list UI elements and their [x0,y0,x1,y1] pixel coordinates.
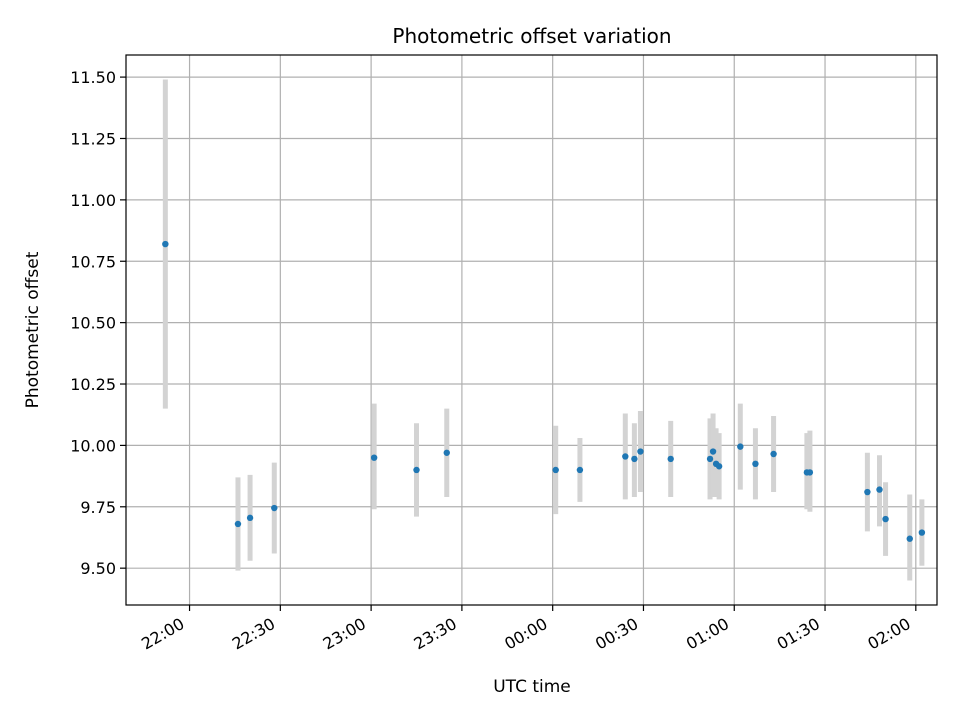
y-tick-label: 9.50 [80,559,116,578]
error-bars [162,79,925,581]
y-tick-label: 10.00 [70,436,116,455]
y-tick-label: 11.50 [70,68,116,87]
x-tick-label: 01:00 [683,614,732,654]
y-tick-label: 10.75 [70,252,116,271]
y-tick-label: 10.50 [70,314,116,333]
x-tick-label: 01:30 [774,614,823,654]
y-axis-label: Photometric offset [23,251,43,408]
x-tick-label: 22:00 [138,614,187,654]
data-point [576,466,584,474]
data-point [443,449,450,456]
x-tick-label: 02:00 [864,614,913,654]
data-point [737,443,744,450]
y-tick-label: 11.00 [70,191,116,210]
data-point [752,460,759,468]
data-point [622,453,629,460]
data-point [770,450,777,458]
grid-lines [126,55,937,605]
data-point [234,520,242,528]
chart-title: Photometric offset variation [392,24,671,48]
data-point [918,529,926,536]
data-point [631,455,638,463]
y-tick-label: 11.25 [70,129,116,148]
plot-frame [125,54,938,606]
data-point [864,488,871,496]
x-axis-label: UTC time [493,677,571,697]
y-axis-ticks: 9.50 9.75 10.00 10.25 10.50 10.75 11.00 11.25 11… [70,68,126,578]
data-point [906,535,913,542]
data-point [246,514,254,522]
x-axis-ticks: 22:00 22:30 23:00 23:30 00:00 00:30 01:00 01:30… [138,605,917,654]
data-point [271,504,278,512]
data-points [162,240,926,542]
y-tick-label: 10.25 [70,375,116,394]
data-point [667,455,674,463]
x-tick-label: 00:00 [501,614,550,654]
data-point [706,455,714,463]
data-point [806,469,814,476]
data-point [637,448,644,455]
data-point [882,515,889,523]
x-tick-label: 00:30 [592,614,641,654]
y-tick-label: 9.75 [80,498,116,517]
data-point [370,454,378,461]
data-point [413,466,420,474]
data-point [715,463,723,470]
data-point [876,486,883,493]
x-tick-label: 23:00 [320,614,369,654]
x-tick-label: 23:30 [410,614,459,654]
data-point [162,240,169,248]
data-point [709,448,717,455]
data-point [552,466,559,474]
x-tick-label: 22:30 [229,614,278,654]
